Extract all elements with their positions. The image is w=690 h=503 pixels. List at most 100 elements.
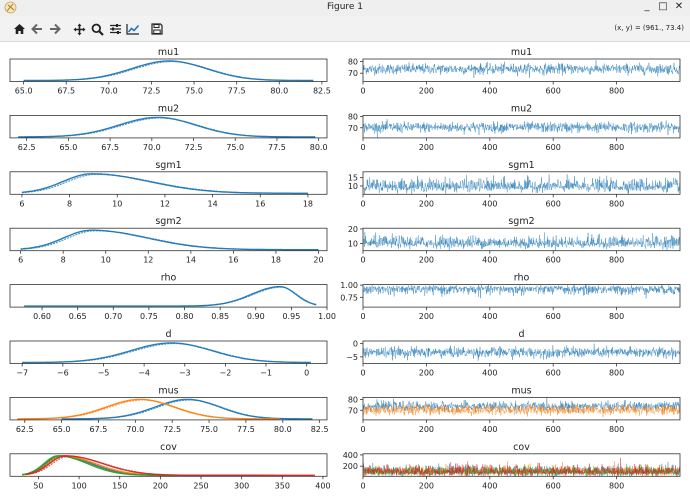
x-tick-label: 70.0 — [143, 143, 161, 152]
x-tick-label: 65.0 — [15, 87, 33, 96]
x-tick-label: 0.95 — [282, 312, 300, 321]
y-tick-label: −5 — [346, 353, 358, 362]
x-tick-label: 62.5 — [18, 143, 36, 152]
y-tick-label: 70 — [348, 69, 358, 78]
zoom-button[interactable] — [88, 21, 106, 37]
axes-frame — [362, 284, 681, 308]
plot-area — [363, 284, 680, 299]
density-line-cov[1,1] — [26, 455, 315, 476]
x-tick-label: 50 — [33, 481, 43, 490]
edit-axes-button[interactable] — [124, 21, 142, 37]
back-button[interactable] — [28, 21, 46, 37]
x-tick-label: 800 — [609, 312, 624, 321]
axes-frame — [9, 58, 328, 82]
y-tick-label: 80 — [348, 113, 358, 122]
axes-frame — [9, 227, 328, 252]
x-tick-label: 10 — [101, 256, 111, 265]
axes-frame — [362, 227, 681, 252]
x-tick-label: 600 — [546, 87, 561, 96]
x-tick-label: 800 — [609, 481, 624, 490]
plot-area — [23, 60, 314, 82]
trace-line-mus[1] — [363, 403, 680, 418]
x-tick-label: 8 — [67, 199, 72, 208]
subplot-density-sgm1: sgm1 6 8 10 12 14 16 18 — [9, 160, 328, 208]
x-tick-label: 77.5 — [228, 87, 246, 96]
subplot-trace-cov: cov 200 400 0 200 400 600 800 — [343, 442, 681, 490]
home-button[interactable] — [10, 21, 28, 37]
x-tick-label: 0.80 — [176, 312, 194, 321]
save-floppy-icon — [151, 23, 163, 35]
y-tick-label: 15 — [348, 174, 358, 183]
x-tick-label: 80.0 — [310, 143, 328, 152]
density-line-cov[0,0] — [22, 455, 266, 476]
axes-frame — [9, 396, 328, 421]
x-tick-label: −2 — [219, 369, 231, 378]
edit-axes-icon — [126, 24, 140, 35]
x-tick-label: 80.0 — [270, 87, 288, 96]
x-tick-label: 65.0 — [53, 425, 71, 434]
y-tick-label: 0.75 — [340, 293, 358, 302]
plot-area — [20, 229, 319, 251]
x-tick-label: 12 — [160, 199, 170, 208]
x-tick-label: 100 — [71, 481, 86, 490]
subplot-title: mu1 — [158, 47, 179, 58]
axes-frame — [362, 58, 681, 82]
density-line-mu2 — [18, 117, 316, 138]
navigation-toolbar: (x, y) = (961., 73.4) — [0, 16, 690, 42]
x-tick-label: 72.5 — [143, 87, 161, 96]
plot-area — [363, 119, 680, 138]
subplot-density-d: d −7 −6 −5 −4 −3 −2 −1 0 — [9, 329, 328, 378]
axes-frame — [9, 284, 328, 308]
minimize-button[interactable]: _ — [644, 1, 650, 12]
y-tick-label: 80 — [348, 396, 358, 405]
figure-canvas[interactable]: mu1 65.0 67.5 70.0 72.5 75.0 77.5 80.0 82.5 mu1 70… — [0, 43, 690, 499]
axes-frame — [362, 396, 681, 421]
y-tick-label: 70 — [348, 124, 358, 133]
density-line-d — [22, 343, 311, 364]
forward-button[interactable] — [46, 21, 64, 37]
axes-frame — [9, 171, 328, 195]
matplotlib-app-icon — [4, 1, 17, 14]
density-line-sgm1 — [21, 173, 308, 194]
subplot-title: rho — [514, 273, 530, 284]
subplot-title: sgm2 — [508, 216, 534, 227]
x-tick-label: 6 — [18, 256, 23, 265]
density-line-mu2 — [18, 116, 316, 138]
subplot-title: cov — [160, 442, 177, 453]
x-tick-label: 0.60 — [33, 312, 51, 321]
x-tick-label: 350 — [275, 481, 290, 490]
x-tick-label: 67.5 — [101, 143, 119, 152]
x-tick-label: 0.85 — [211, 312, 229, 321]
x-tick-label: 62.5 — [16, 425, 34, 434]
pan-button[interactable] — [70, 21, 88, 37]
density-line-sgm1 — [21, 173, 308, 194]
x-tick-label: 200 — [419, 199, 434, 208]
x-tick-label: 12 — [143, 256, 153, 265]
plot-area — [363, 60, 680, 79]
x-tick-label: 70.0 — [126, 425, 144, 434]
x-tick-label: 80.0 — [274, 425, 292, 434]
density-line-mu1 — [23, 61, 314, 82]
home-icon — [13, 24, 25, 34]
x-tick-label: 0.75 — [140, 312, 158, 321]
x-tick-label: 400 — [482, 143, 497, 152]
close-button[interactable]: ✕ — [674, 1, 684, 12]
x-tick-label: 14 — [186, 256, 196, 265]
maximize-button[interactable]: □ — [658, 1, 668, 12]
subplot-title: mus — [511, 385, 531, 396]
trace-line-d — [363, 343, 680, 361]
x-tick-label: 400 — [482, 256, 497, 265]
save-button[interactable] — [148, 21, 166, 37]
x-tick-label: 200 — [419, 481, 434, 490]
x-tick-label: −6 — [57, 369, 69, 378]
configure-subplots-button[interactable] — [106, 21, 124, 37]
axes-frame — [9, 340, 328, 364]
x-tick-label: 250 — [193, 481, 208, 490]
subplot-title: sgm2 — [155, 216, 181, 227]
subplot-density-mu2: mu2 62.5 65.0 67.5 70.0 72.5 75.0 77.5 80.0 — [9, 103, 328, 152]
x-tick-label: −1 — [260, 369, 272, 378]
density-line-mus[0] — [61, 399, 313, 420]
density-line-cov[1,1] — [26, 455, 315, 476]
subplot-density-mus: mus 62.5 65.0 67.5 70.0 72.5 75.0 77.5 80.0 82.5 — [9, 385, 329, 434]
